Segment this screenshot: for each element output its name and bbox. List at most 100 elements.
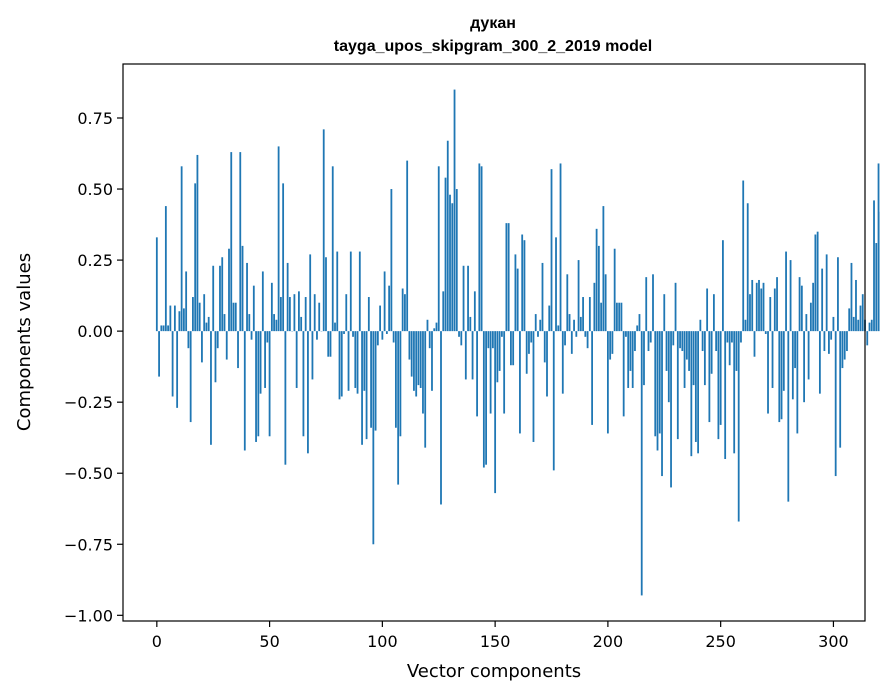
bar	[487, 331, 490, 349]
bar	[857, 319, 860, 332]
bar	[458, 331, 460, 337]
bar	[559, 163, 562, 332]
bar	[385, 331, 388, 334]
bar	[210, 331, 212, 445]
bar	[512, 331, 515, 366]
bar	[196, 154, 199, 332]
x-tick-label: 150	[480, 632, 511, 651]
bar	[433, 328, 436, 332]
bar	[444, 177, 447, 332]
bar	[239, 152, 242, 332]
bar	[868, 322, 871, 332]
bar	[176, 331, 179, 408]
bar	[237, 331, 239, 369]
plot-frame	[122, 63, 866, 622]
bar	[823, 331, 826, 352]
bar	[270, 282, 273, 332]
chart-subtitle: tayga_upos_skipgram_300_2_2019 model	[334, 38, 652, 55]
bar	[329, 331, 332, 357]
bar	[771, 331, 774, 388]
bar	[365, 331, 368, 440]
bar	[374, 331, 377, 431]
bar	[697, 331, 699, 454]
bar	[588, 297, 591, 332]
bar	[302, 331, 305, 437]
bar	[230, 152, 233, 332]
bar	[228, 248, 230, 332]
bar	[246, 262, 248, 332]
bar	[318, 302, 321, 332]
bar	[505, 223, 508, 332]
bar	[715, 331, 718, 352]
bar	[435, 322, 438, 332]
bar	[744, 319, 747, 332]
bar	[169, 305, 172, 332]
bar	[796, 331, 799, 434]
bar	[192, 297, 194, 332]
bar	[207, 316, 210, 332]
bar	[494, 331, 497, 494]
bar	[690, 331, 693, 457]
bar	[861, 294, 864, 332]
bar	[507, 223, 510, 332]
bar	[582, 297, 584, 332]
bar	[363, 331, 366, 391]
bar	[785, 251, 787, 332]
bar	[221, 257, 224, 332]
bar	[616, 302, 618, 332]
bar	[478, 163, 481, 332]
bar	[611, 331, 614, 354]
bar	[812, 282, 815, 332]
bar	[758, 279, 760, 332]
bar	[173, 305, 176, 332]
bar	[537, 331, 539, 337]
bar	[259, 331, 262, 394]
bar	[703, 331, 706, 386]
bar	[688, 331, 690, 371]
bar	[579, 316, 582, 332]
bar	[816, 231, 819, 332]
bar	[284, 331, 287, 465]
bar	[821, 268, 824, 332]
bar	[464, 331, 467, 380]
bar	[201, 331, 203, 363]
bar	[753, 331, 756, 357]
bar	[577, 260, 580, 332]
bar	[171, 331, 174, 397]
bar	[658, 331, 661, 434]
bar	[807, 331, 810, 380]
bar	[410, 331, 413, 377]
x-tick-label: 50	[259, 632, 279, 651]
bar	[205, 322, 208, 332]
bar	[852, 316, 855, 332]
bar	[837, 257, 839, 332]
y-tick-label: 0.25	[77, 251, 113, 270]
bar	[178, 311, 181, 332]
bar	[313, 294, 316, 332]
bar	[805, 314, 808, 332]
bar	[264, 331, 266, 388]
bar	[160, 325, 163, 332]
bar	[773, 288, 776, 332]
bar	[595, 228, 598, 332]
bar	[449, 194, 451, 332]
bar	[564, 331, 566, 346]
bar	[706, 288, 709, 332]
bar	[778, 331, 781, 423]
bar	[370, 331, 372, 428]
x-tick-label: 200	[593, 632, 624, 651]
bar	[467, 265, 469, 332]
bar	[593, 282, 596, 332]
bar	[255, 331, 257, 442]
bar	[634, 331, 636, 352]
bar	[850, 262, 853, 332]
bar	[372, 331, 375, 545]
bar	[604, 274, 607, 332]
bar	[694, 331, 697, 442]
bar	[638, 314, 641, 332]
bar	[451, 203, 454, 332]
bar	[279, 297, 282, 332]
bar	[834, 331, 837, 477]
bar	[417, 331, 420, 386]
bar	[843, 331, 846, 360]
